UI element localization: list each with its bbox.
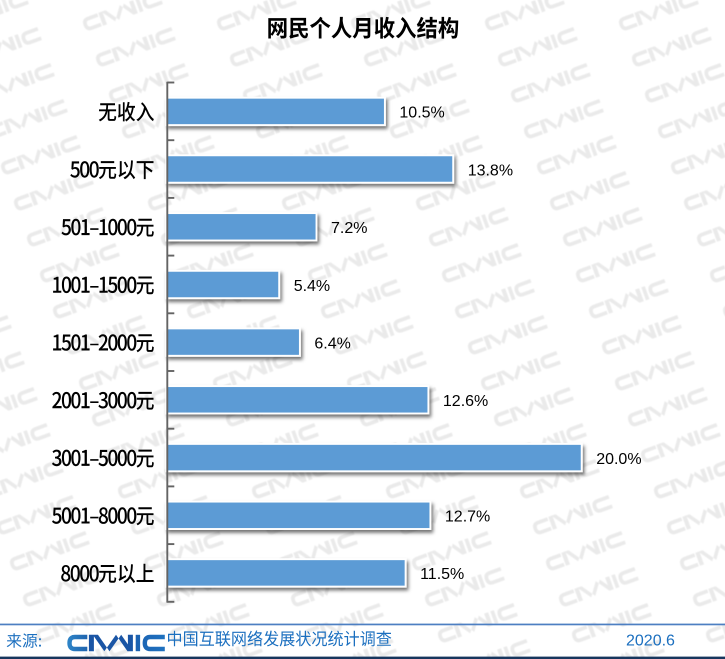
- svg-text:11.5%: 11.5%: [420, 566, 464, 583]
- svg-text:10.5%: 10.5%: [399, 105, 444, 122]
- svg-text:20.0%: 20.0%: [596, 451, 641, 468]
- svg-text:6.4%: 6.4%: [314, 336, 350, 353]
- svg-text:2020.6: 2020.6: [626, 632, 675, 649]
- svg-text:13.8%: 13.8%: [468, 162, 513, 179]
- svg-text:5.4%: 5.4%: [294, 278, 330, 295]
- svg-text:7.2%: 7.2%: [331, 220, 367, 237]
- svg-text:12.7%: 12.7%: [445, 509, 490, 526]
- svg-text:12.6%: 12.6%: [443, 393, 488, 410]
